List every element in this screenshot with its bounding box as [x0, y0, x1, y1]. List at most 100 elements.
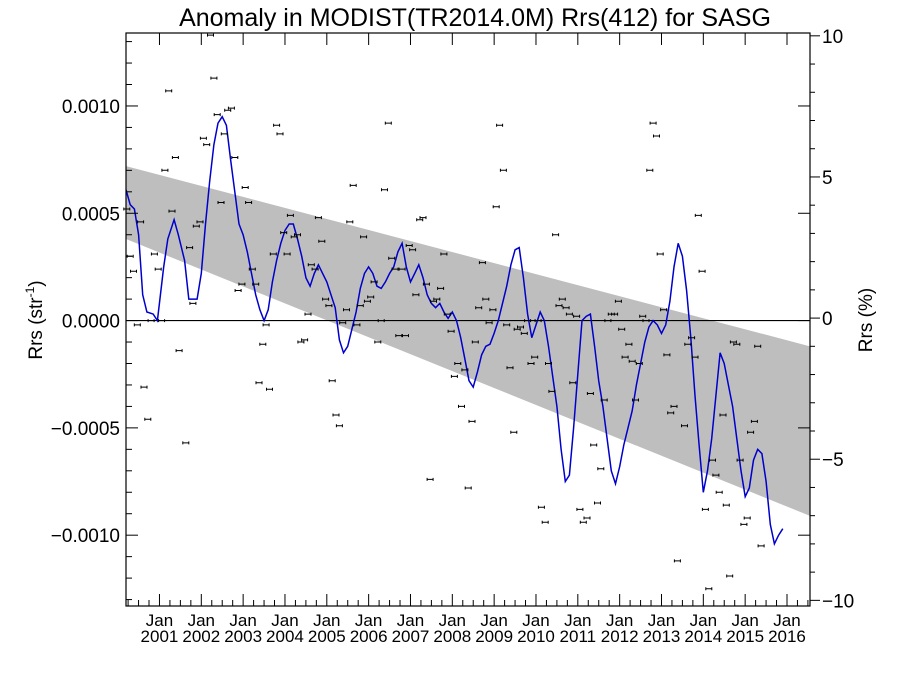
data-point — [468, 419, 476, 423]
data-point — [224, 108, 232, 112]
data-point — [189, 301, 197, 305]
data-point — [290, 235, 298, 239]
data-point — [660, 308, 668, 312]
data-point — [234, 289, 242, 292]
data-point — [461, 368, 469, 372]
data-point — [642, 319, 650, 323]
data-point — [621, 355, 629, 359]
data-point — [537, 505, 545, 509]
data-point — [266, 387, 273, 391]
data-point — [283, 252, 291, 256]
data-point — [255, 381, 263, 385]
data-point — [485, 321, 493, 325]
data-point — [743, 516, 751, 520]
data-point — [161, 168, 169, 172]
x-tick-year: 2007 — [392, 627, 430, 646]
data-point — [280, 231, 288, 235]
y2-axis-label: Rrs (%) — [856, 288, 877, 352]
plot-area: 0.0010 0.0005 0.0000 −0.0005 −0.0010 10 5 0 −5 −1… — [51, 27, 854, 646]
data-point — [325, 304, 333, 308]
data-point — [245, 201, 253, 204]
data-point — [503, 323, 511, 327]
y-axis-label: Rrs (str-1) — [23, 280, 47, 359]
x-tick-year: 2008 — [433, 627, 471, 646]
data-point — [147, 319, 155, 323]
x-tick-month: Jan — [606, 611, 633, 630]
data-point — [311, 267, 319, 271]
data-point — [231, 156, 239, 159]
data-point — [227, 106, 235, 110]
data-point — [297, 340, 305, 344]
y2-tick-label: 5 — [822, 168, 833, 189]
plot-frame — [125, 32, 811, 607]
x-tick-year: 2013 — [643, 627, 681, 646]
x-tick-year: 2014 — [684, 627, 722, 646]
data-point — [510, 430, 518, 434]
data-point — [262, 323, 270, 327]
data-point — [656, 252, 664, 256]
data-point — [701, 507, 709, 511]
data-point — [123, 207, 131, 211]
data-point — [471, 340, 479, 344]
data-point — [377, 319, 385, 323]
data-point — [499, 168, 507, 172]
data-point — [422, 282, 430, 286]
data-point — [458, 404, 465, 408]
data-point — [328, 379, 336, 383]
x-tick-month: Jan — [313, 611, 340, 630]
x-tick-year: 2011 — [560, 627, 597, 646]
data-point — [307, 263, 315, 267]
data-point — [430, 299, 437, 303]
data-point — [437, 286, 445, 290]
data-point — [381, 188, 388, 192]
data-point — [238, 282, 246, 286]
data-point — [548, 389, 556, 393]
data-point — [611, 312, 619, 316]
data-point — [639, 314, 647, 318]
data-point — [698, 269, 706, 273]
data-point — [555, 304, 563, 308]
data-point — [482, 297, 490, 301]
data-point — [217, 201, 225, 204]
data-point — [562, 306, 570, 310]
data-point — [210, 76, 218, 80]
smoothed-series-line — [126, 115, 784, 547]
data-point — [220, 132, 228, 136]
data-point — [433, 297, 441, 301]
data-point — [203, 143, 211, 147]
data-point — [154, 267, 162, 271]
data-point — [464, 486, 472, 490]
data-point — [130, 269, 137, 273]
data-point — [454, 362, 462, 365]
data-point — [506, 366, 514, 370]
data-point — [694, 213, 702, 217]
data-point — [402, 334, 409, 338]
x-tick-month: Jan — [564, 611, 591, 630]
y-axis-label-main: Rrs (str — [26, 297, 47, 360]
data-point — [594, 501, 601, 505]
data-point — [614, 299, 622, 303]
data-point — [632, 398, 639, 402]
data-point — [541, 520, 549, 524]
x-tick-month: Jan — [271, 611, 298, 630]
data-point — [419, 216, 427, 220]
data-point — [370, 280, 378, 284]
y-axis-label-superscript: -1 — [23, 286, 37, 297]
x-tick-month: Jan — [146, 611, 173, 630]
data-point — [534, 319, 542, 323]
data-point — [286, 213, 294, 217]
y2-tick-label: −10 — [822, 591, 854, 612]
data-point — [356, 304, 364, 308]
data-point — [552, 233, 560, 237]
data-point — [513, 327, 521, 331]
data-point — [363, 299, 371, 303]
x-tick-month: Jan — [690, 611, 717, 630]
data-point — [199, 136, 207, 140]
data-point — [207, 33, 214, 37]
data-point — [754, 344, 762, 348]
x-tick-year: 2002 — [182, 627, 220, 646]
data-point — [447, 329, 455, 333]
data-point — [133, 323, 141, 327]
x-tick-year: 2004 — [266, 627, 304, 646]
